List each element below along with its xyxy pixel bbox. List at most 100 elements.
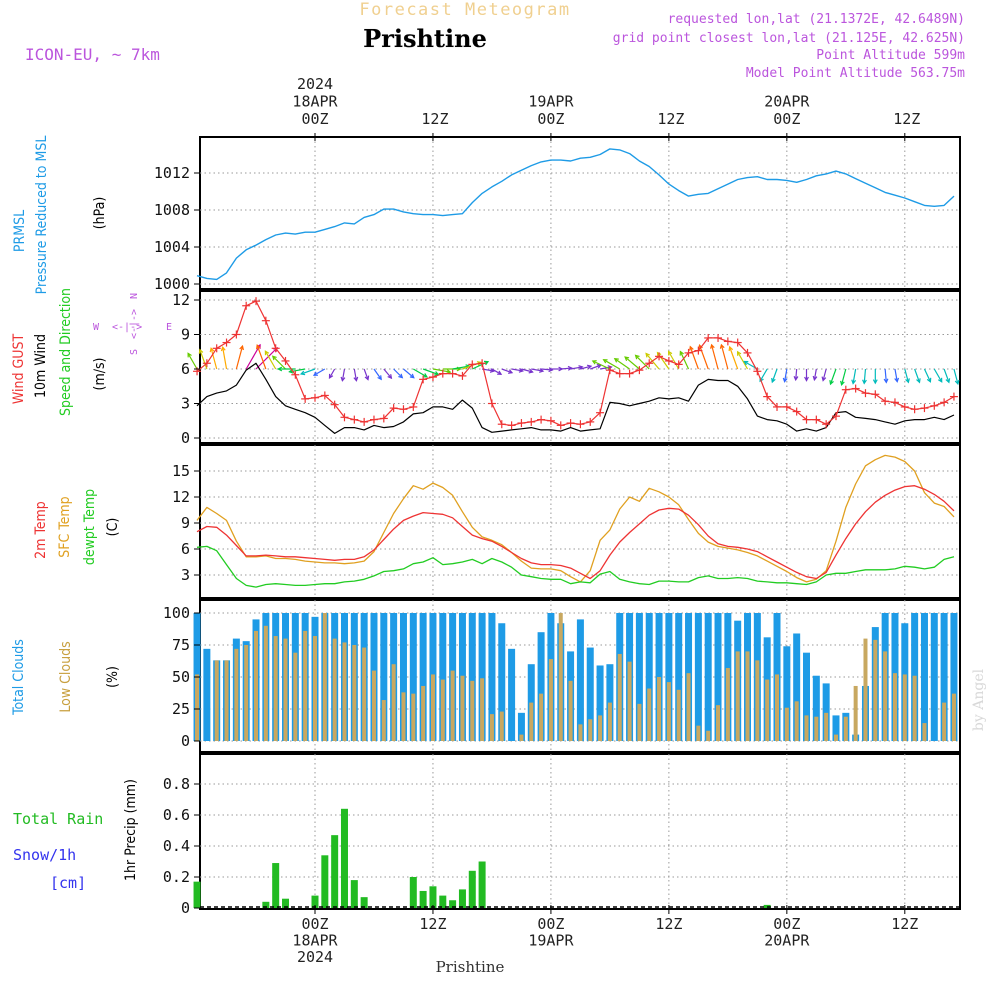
wind-direction-arrow <box>491 368 502 375</box>
total-cloud-bar <box>380 613 388 741</box>
wind-arrow-head <box>679 350 684 356</box>
wind-direction-arrow <box>222 347 228 370</box>
low-cloud-bar <box>942 702 947 741</box>
wind-arrow-head <box>578 365 584 370</box>
low-cloud-bar <box>273 636 278 741</box>
low-cloud-bar <box>598 715 603 741</box>
wind-arrow-head <box>518 368 524 373</box>
y-tick-label: 6 <box>181 540 190 558</box>
y-tick-label: 0 <box>181 429 190 447</box>
total-cloud-bar <box>714 613 722 741</box>
wind-direction-arrow <box>795 368 798 380</box>
low-cloud-bar <box>440 679 445 741</box>
wind-arrow-head <box>586 364 593 370</box>
wind-arrow-head <box>710 343 715 349</box>
rain-bar <box>282 898 290 908</box>
wind-direction-arrow <box>904 368 909 383</box>
low-cloud-bar <box>381 700 386 741</box>
pressure-panel-frame <box>199 136 961 290</box>
low-cloud-bar <box>637 703 642 741</box>
top-time-label: 12Z <box>893 110 920 128</box>
low-cloud-bar <box>696 725 701 741</box>
wind-direction-arrow <box>829 368 837 385</box>
y-tick-label: 12 <box>172 291 190 309</box>
bottom-time-label: 00Z <box>773 915 800 933</box>
total-cloud-bar <box>635 613 643 741</box>
pressure-unit-label: (hPa) <box>92 197 108 230</box>
total-cloud-bar <box>537 632 545 741</box>
wind-arrow-head <box>528 368 534 374</box>
bottom-time-label: 18APR <box>292 932 338 950</box>
footer-location: Prishtine <box>436 958 505 976</box>
wind-arrow-head <box>497 370 503 375</box>
rain-bar <box>331 835 339 908</box>
total-cloud-bar <box>704 613 712 741</box>
top-time-label: 19APR <box>528 93 574 111</box>
model-altitude: Model Point Altitude 563.75m <box>746 66 965 81</box>
wind-direction-arrow <box>403 368 415 379</box>
low-cloud-bar <box>421 685 426 741</box>
wind-arrow-head <box>916 378 921 384</box>
wind-direction-arrow <box>300 368 316 375</box>
wind-10m-line <box>196 362 955 434</box>
wind-arrow-head <box>328 373 334 379</box>
location-title: Prishtine <box>363 24 487 53</box>
wind-direction-arrow <box>635 354 650 370</box>
wind-direction-arrow <box>698 345 709 370</box>
low-cloud-bar <box>578 724 583 741</box>
low-cloud-bar <box>657 677 662 741</box>
temp-sfc-label: SFC Temp <box>57 496 73 557</box>
wind-arrow-head <box>209 347 215 353</box>
wind-direction-arrow <box>245 344 261 370</box>
wind-arrow-head <box>239 344 244 351</box>
bottom-time-label: 20APR <box>764 932 810 950</box>
low-cloud-bar <box>824 712 829 741</box>
low-cloud-bar <box>676 689 681 741</box>
snow-unit-label: [cm] <box>50 874 86 892</box>
precip-panel-frame <box>199 753 961 910</box>
y-tick-label: 1004 <box>154 238 190 256</box>
y-tick-label: 0.6 <box>163 806 190 824</box>
grid-lines <box>200 137 960 909</box>
wind-direction-arrow <box>943 368 950 383</box>
wind-direction-arrow <box>511 368 523 372</box>
total-cloud-bar <box>517 712 525 741</box>
low-cloud-bar <box>244 645 249 741</box>
wind-arrow-head <box>508 369 514 374</box>
series-layer <box>187 148 960 908</box>
top-time-label: 00Z <box>773 110 800 128</box>
snow-label: Snow/1h <box>13 846 76 864</box>
low-cloud-bar <box>765 679 770 741</box>
total-cloud-bar <box>950 613 958 741</box>
wind-arrow-head <box>377 375 382 381</box>
wind-arrow-head <box>624 356 630 362</box>
low-cloud-bar <box>843 716 848 741</box>
low-cloud-bar <box>489 714 494 741</box>
top-time-label: 18APR <box>292 93 338 111</box>
y-tick-label: 25 <box>172 700 190 718</box>
wind-direction-arrow <box>289 368 306 373</box>
wind-direction-arrow <box>541 368 553 371</box>
wind-arrow-head <box>804 376 809 382</box>
point-altitude: Point Altitude 599m <box>816 48 965 63</box>
top-time-label: 12Z <box>657 110 684 128</box>
low-cloud-bar <box>254 630 259 741</box>
rain-bar <box>340 808 348 908</box>
total-cloud-bar <box>409 613 417 741</box>
rain-bar <box>468 870 476 908</box>
bottom-time-label: 2024 <box>297 948 333 966</box>
wind-arrow-head <box>613 357 619 363</box>
low-cloud-bar <box>745 651 750 741</box>
wind-arrow-head <box>483 360 490 366</box>
wind-arrow-head <box>256 344 261 350</box>
wind-direction-arrow <box>590 364 602 370</box>
bottom-time-label: 00Z <box>301 915 328 933</box>
low-cloud-bar <box>706 730 711 741</box>
low-cloud-bar <box>430 674 435 741</box>
wind-direction-arrow <box>603 359 621 370</box>
wind-direction-arrow <box>923 368 931 383</box>
wind-direction-arrow <box>953 368 959 385</box>
wind-direction-arrow <box>884 368 887 383</box>
total-cloud-bar <box>203 648 211 741</box>
